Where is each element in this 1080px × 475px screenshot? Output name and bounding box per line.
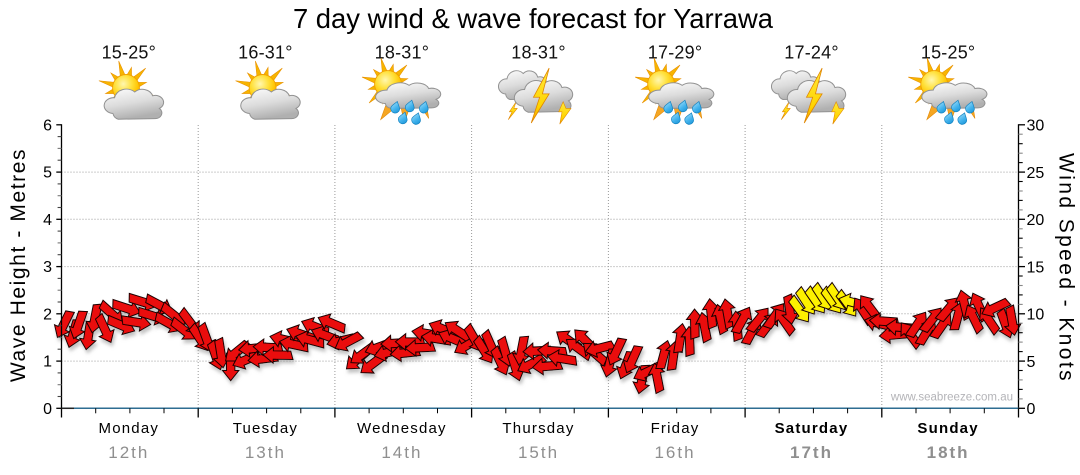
svg-text:6: 6 <box>43 117 52 134</box>
svg-text:Sunday: Sunday <box>917 420 978 437</box>
svg-text:15-25°: 15-25° <box>102 43 156 63</box>
svg-text:14th: 14th <box>381 443 422 462</box>
svg-text:16-31°: 16-31° <box>238 43 292 63</box>
svg-text:18th: 18th <box>927 443 970 462</box>
svg-text:16th: 16th <box>654 443 695 462</box>
svg-text:17th: 17th <box>790 443 833 462</box>
svg-text:5: 5 <box>1027 354 1036 371</box>
svg-text:2: 2 <box>43 306 52 323</box>
svg-text:Wind Speed - Knots: Wind Speed - Knots <box>1055 153 1078 383</box>
svg-text:15-25°: 15-25° <box>921 43 975 63</box>
svg-text:4: 4 <box>43 212 52 229</box>
svg-text:Wednesday: Wednesday <box>357 420 447 437</box>
svg-text:18-31°: 18-31° <box>375 43 429 63</box>
svg-text:7 day wind & wave forecast for: 7 day wind & wave forecast for Yarrawa <box>293 3 774 34</box>
svg-text:Friday: Friday <box>651 420 700 437</box>
svg-text:17-29°: 17-29° <box>648 43 702 63</box>
svg-text:30: 30 <box>1027 118 1045 135</box>
svg-text:20: 20 <box>1027 212 1045 229</box>
svg-text:13th: 13th <box>245 443 286 462</box>
svg-text:25: 25 <box>1027 165 1045 182</box>
svg-text:Thursday: Thursday <box>502 420 574 437</box>
svg-text:17-24°: 17-24° <box>784 43 838 63</box>
svg-text:Saturday: Saturday <box>775 420 849 437</box>
svg-text:Tuesday: Tuesday <box>233 420 298 437</box>
svg-text:www.seabreeze.com.au: www.seabreeze.com.au <box>890 392 1013 404</box>
svg-text:15th: 15th <box>518 443 559 462</box>
svg-text:0: 0 <box>1027 401 1036 418</box>
svg-text:Wave Height - Metres: Wave Height - Metres <box>7 148 30 382</box>
svg-text:18-31°: 18-31° <box>511 43 565 63</box>
svg-text:15: 15 <box>1027 259 1045 276</box>
svg-text:5: 5 <box>43 165 52 182</box>
svg-text:10: 10 <box>1027 307 1045 324</box>
svg-text:Monday: Monday <box>99 420 160 437</box>
svg-text:3: 3 <box>43 259 52 276</box>
svg-text:0: 0 <box>43 401 52 418</box>
svg-text:1: 1 <box>43 354 52 371</box>
svg-text:12th: 12th <box>108 443 149 462</box>
